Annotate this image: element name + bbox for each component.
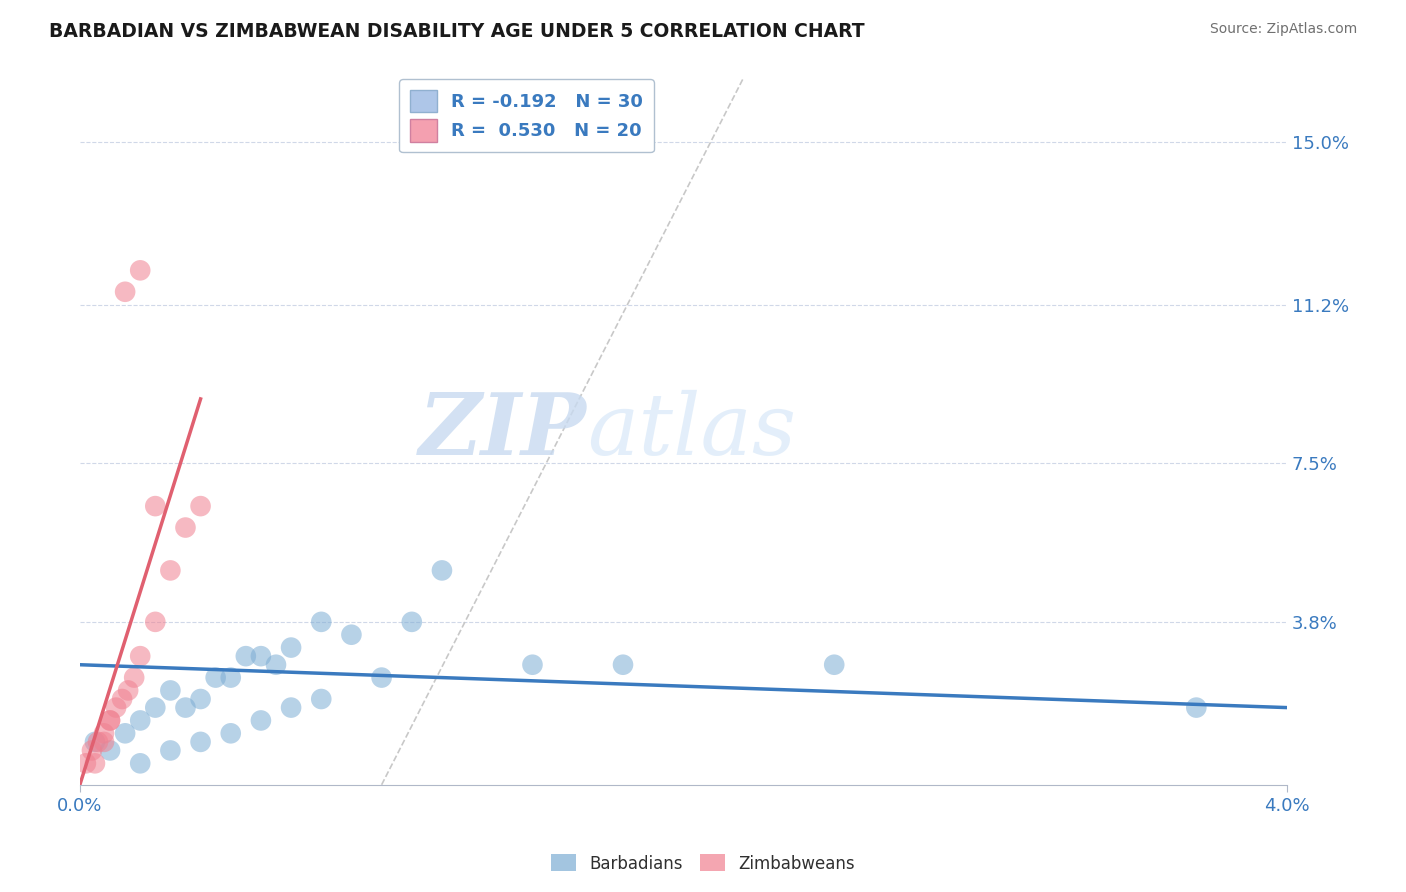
Point — [1185, 700, 1208, 714]
Point — [93, 726, 115, 740]
Point — [122, 671, 145, 685]
Point — [250, 649, 273, 664]
Point — [219, 671, 242, 685]
Point — [105, 700, 128, 714]
Text: ZIP: ZIP — [419, 389, 586, 473]
Point — [280, 700, 302, 714]
Point — [219, 726, 242, 740]
Point — [612, 657, 634, 672]
Point — [129, 263, 152, 277]
Point — [190, 499, 212, 513]
Point — [190, 735, 212, 749]
Point — [114, 726, 136, 740]
Point — [235, 649, 257, 664]
Point — [159, 743, 181, 757]
Point — [129, 649, 152, 664]
Legend: Barbadians, Zimbabweans: Barbadians, Zimbabweans — [544, 847, 862, 880]
Point — [190, 692, 212, 706]
Point — [174, 700, 197, 714]
Point — [80, 743, 103, 757]
Point — [87, 735, 110, 749]
Point — [75, 756, 97, 771]
Point — [93, 735, 115, 749]
Text: BARBADIAN VS ZIMBABWEAN DISABILITY AGE UNDER 5 CORRELATION CHART: BARBADIAN VS ZIMBABWEAN DISABILITY AGE U… — [49, 22, 865, 41]
Point — [114, 285, 136, 299]
Point — [401, 615, 423, 629]
Point — [143, 499, 166, 513]
Point — [264, 657, 287, 672]
Point — [143, 615, 166, 629]
Point — [204, 671, 226, 685]
Text: atlas: atlas — [586, 390, 796, 473]
Point — [129, 756, 152, 771]
Point — [340, 628, 363, 642]
Point — [522, 657, 544, 672]
Point — [84, 756, 107, 771]
Point — [280, 640, 302, 655]
Point — [250, 714, 273, 728]
Text: Source: ZipAtlas.com: Source: ZipAtlas.com — [1209, 22, 1357, 37]
Point — [111, 692, 134, 706]
Point — [84, 735, 107, 749]
Point — [309, 615, 332, 629]
Point — [98, 714, 121, 728]
Point — [309, 692, 332, 706]
Point — [370, 671, 392, 685]
Point — [159, 563, 181, 577]
Point — [98, 714, 121, 728]
Point — [143, 700, 166, 714]
Point — [430, 563, 453, 577]
Point — [159, 683, 181, 698]
Point — [823, 657, 845, 672]
Point — [98, 743, 121, 757]
Legend: R = -0.192   N = 30, R =  0.530   N = 20: R = -0.192 N = 30, R = 0.530 N = 20 — [399, 79, 654, 153]
Point — [117, 683, 139, 698]
Point — [174, 520, 197, 534]
Point — [129, 714, 152, 728]
